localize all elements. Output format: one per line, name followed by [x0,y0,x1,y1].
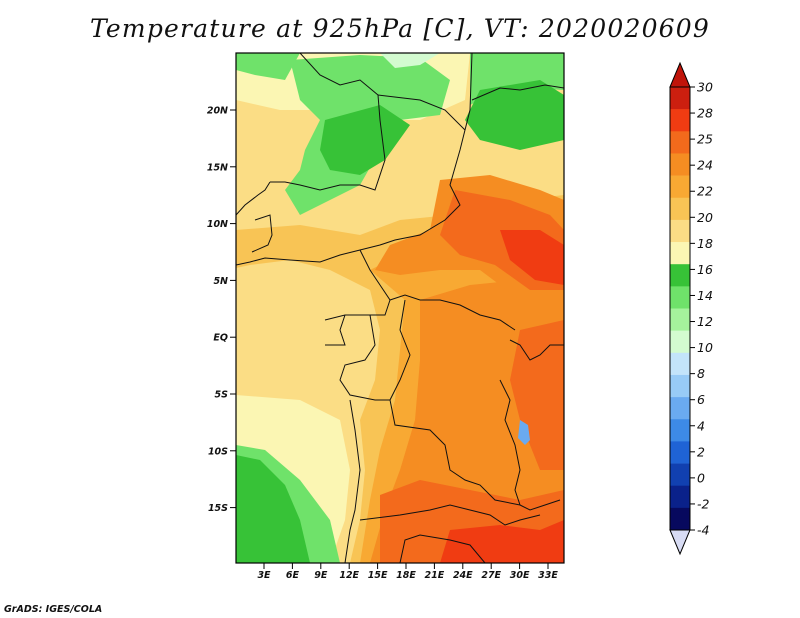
lon-label: 12E [339,570,359,581]
colorbar-segment [670,242,690,265]
colorbar-bottom-arrow [669,529,691,556]
colorbar-label: 14 [697,288,713,303]
colorbar-frame [669,86,691,531]
longitude-axis: 3E 6E 9E 12E 15E 18E 21E 24E 27E 30E 33E [257,563,558,581]
colorbar-label: 28 [697,106,713,121]
chart-title: Temperature at 925hPa [C], VT: 202002060… [90,14,710,43]
colorbar-label: 30 [697,80,713,95]
lon-label: 3E [257,570,271,581]
colorbar-segment [670,507,690,531]
colorbar-segment [670,441,690,464]
lon-label: 6E [286,570,300,581]
colorbar-label: 24 [697,158,713,173]
colorbar-label: 12 [697,314,713,329]
lon-label: 27E [481,570,501,581]
lon-label: 33E [538,570,558,581]
colorbar-label: -4 [697,523,710,538]
colorbar-segment [670,463,690,486]
grads-credit: GrADS: IGES/COLA [4,604,103,615]
colorbar-label: 16 [697,262,713,277]
colorbar-label: 25 [697,132,713,147]
country-borders [236,53,564,563]
colorbar-segment [670,286,690,309]
colorbar-segment [670,330,690,354]
colorbar-segment [670,485,690,509]
colorbar-segment [670,219,690,243]
lat-label: 5S [215,390,229,401]
lat-label: 20N [207,106,228,117]
colorbar-label: 18 [697,236,713,251]
latitude-axis: 20N 15N 10N 5N EQ 5S 10S 15S [207,106,236,514]
colorbar-segment [670,197,690,221]
lon-label: 18E [396,570,416,581]
lat-label: 5N [213,276,228,287]
colorbar-label: 22 [697,184,713,199]
lat-label: 10N [207,219,228,230]
lon-label: 30E [510,570,530,581]
colorbar-segment [670,419,690,442]
colorbar-segment [670,308,690,331]
colorbar-top-arrow [669,61,691,88]
colorbar-label: 0 [697,470,705,485]
colorbar-segment [670,87,690,110]
colorbar-label: -2 [697,496,710,511]
colorbar-label: 4 [697,418,705,433]
colorbar-segment [670,153,690,176]
lat-label: EQ [213,333,228,344]
lon-label: 24E [453,570,473,581]
colorbar-label: 6 [697,392,705,407]
colorbar-segment [670,397,690,420]
colorbar-segment [670,175,690,199]
lon-label: 21E [425,570,445,581]
lat-label: 15N [207,162,228,173]
map-frame [235,52,565,564]
lat-label: 10S [208,446,228,457]
lon-label: 9E [314,570,328,581]
lon-label: 15E [368,570,388,581]
lat-label: 15S [208,503,228,514]
colorbar-label: 10 [697,340,713,355]
colorbar-segment [670,109,690,132]
colorbar-segment [670,264,690,287]
colorbar-segment [670,352,690,376]
colorbar-segment [670,374,690,398]
colorbar-label: 8 [697,366,705,381]
colorbar-label: 2 [697,444,705,459]
colorbar-segment [670,131,690,154]
colorbar-label: 20 [697,210,713,225]
temperature-field [236,53,564,563]
